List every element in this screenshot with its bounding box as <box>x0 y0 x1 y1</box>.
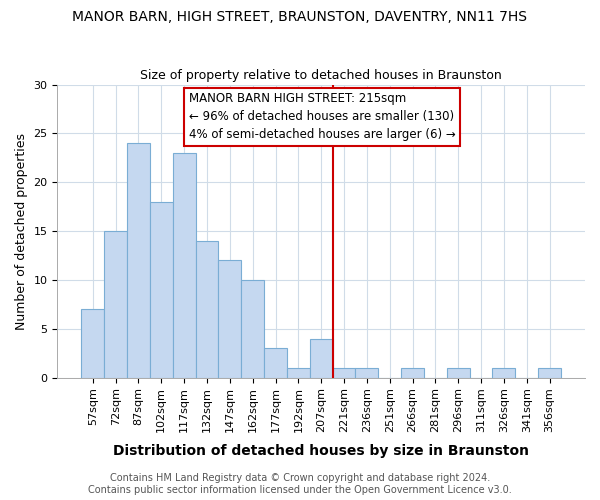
Bar <box>287 368 310 378</box>
X-axis label: Distribution of detached houses by size in Braunston: Distribution of detached houses by size … <box>113 444 529 458</box>
Bar <box>332 368 355 378</box>
Bar <box>196 241 218 378</box>
Bar <box>538 368 561 378</box>
Bar <box>104 231 127 378</box>
Bar <box>82 310 104 378</box>
Bar <box>493 368 515 378</box>
Text: MANOR BARN, HIGH STREET, BRAUNSTON, DAVENTRY, NN11 7HS: MANOR BARN, HIGH STREET, BRAUNSTON, DAVE… <box>73 10 527 24</box>
Bar <box>264 348 287 378</box>
Text: Contains HM Land Registry data © Crown copyright and database right 2024.
Contai: Contains HM Land Registry data © Crown c… <box>88 474 512 495</box>
Title: Size of property relative to detached houses in Braunston: Size of property relative to detached ho… <box>140 69 502 82</box>
Bar <box>241 280 264 378</box>
Bar <box>150 202 173 378</box>
Y-axis label: Number of detached properties: Number of detached properties <box>15 132 28 330</box>
Bar <box>173 153 196 378</box>
Bar <box>401 368 424 378</box>
Bar <box>127 143 150 378</box>
Text: MANOR BARN HIGH STREET: 215sqm
← 96% of detached houses are smaller (130)
4% of : MANOR BARN HIGH STREET: 215sqm ← 96% of … <box>189 92 455 142</box>
Bar <box>310 338 332 378</box>
Bar <box>355 368 379 378</box>
Bar <box>447 368 470 378</box>
Bar <box>218 260 241 378</box>
